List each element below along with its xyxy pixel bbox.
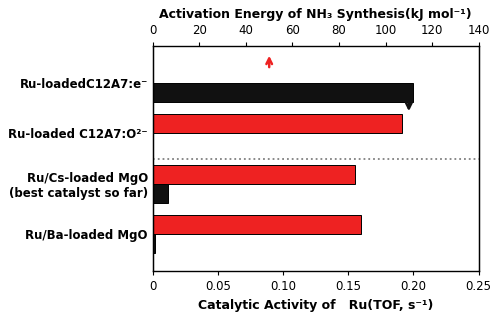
Bar — [153, 183, 168, 203]
Bar — [153, 234, 156, 252]
X-axis label: Activation Energy of NH₃ Synthesis(kJ mol⁻¹): Activation Energy of NH₃ Synthesis(kJ mo… — [160, 8, 472, 21]
Bar — [153, 115, 402, 133]
Bar — [153, 84, 413, 102]
Bar — [153, 214, 362, 234]
X-axis label: Catalytic Activity of   Ru(TOF, s⁻¹): Catalytic Activity of Ru(TOF, s⁻¹) — [198, 299, 434, 312]
Bar — [153, 164, 355, 183]
